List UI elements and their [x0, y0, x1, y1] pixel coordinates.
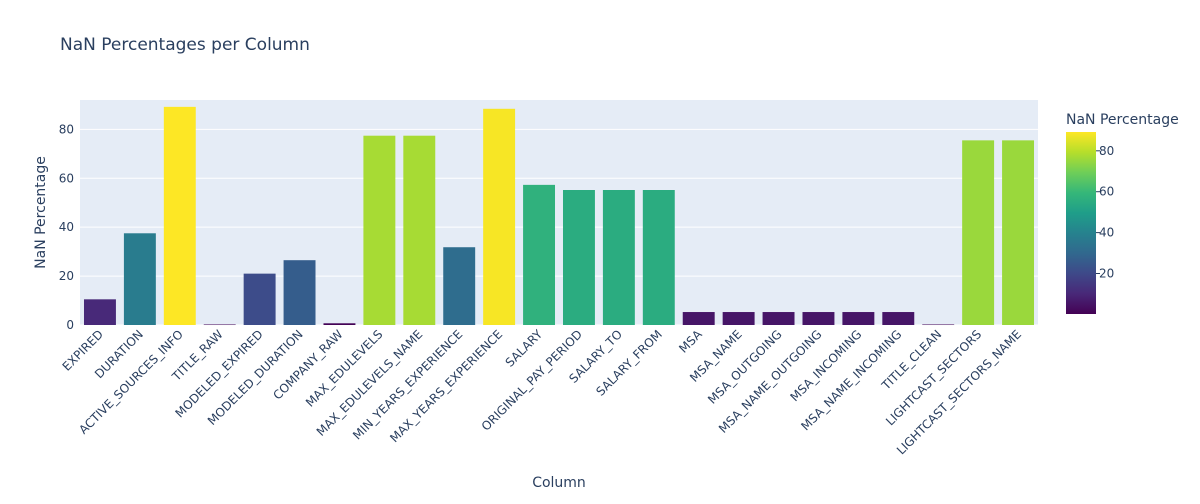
bar	[1002, 140, 1035, 325]
bar	[443, 247, 476, 325]
y-axis-title: NaN Percentage	[33, 156, 49, 269]
x-tick-label: MSA_OUTGOING	[705, 327, 785, 407]
colorbar-title: NaN Percentage	[1066, 112, 1179, 128]
colorbar-ticks: 20 40 60 80	[1096, 144, 1114, 281]
bar	[363, 135, 396, 325]
colorbar-tick-label: 20	[1099, 267, 1114, 281]
y-axis-ticks: 0 20 40 60 80	[59, 122, 74, 332]
x-tick-label: MSA_INCOMING	[787, 327, 864, 404]
bar	[83, 299, 116, 325]
bar	[762, 312, 795, 325]
bars	[83, 106, 1035, 326]
bar	[842, 312, 875, 325]
bar	[802, 312, 835, 325]
x-tick-label: COMPANY_RAW	[270, 327, 345, 402]
y-tick-label: 20	[59, 269, 74, 283]
colorbar-tick-label: 80	[1099, 144, 1114, 158]
bar	[922, 324, 955, 326]
bar	[163, 106, 196, 325]
gridlines	[80, 128, 1038, 326]
y-tick-label: 80	[59, 122, 74, 136]
bar	[323, 323, 356, 325]
bar	[562, 190, 595, 325]
bar	[523, 184, 556, 325]
bar	[962, 140, 995, 325]
colorbar-gradient	[1066, 132, 1096, 314]
colorbar: NaN Percentage 20 40 60 80	[1066, 112, 1179, 314]
y-tick-label: 0	[66, 318, 74, 332]
bar	[203, 324, 236, 326]
y-tick-label: 40	[59, 220, 74, 234]
bar	[882, 312, 915, 325]
chart-title: NaN Percentages per Column	[60, 35, 310, 55]
bar	[123, 233, 156, 325]
bar	[722, 312, 755, 325]
bar	[682, 312, 715, 325]
x-axis-title: Column	[532, 475, 586, 491]
colorbar-tick-label: 60	[1099, 185, 1114, 199]
bar	[642, 190, 675, 325]
bar	[602, 190, 635, 325]
colorbar-tick-label: 40	[1099, 226, 1114, 240]
bar	[403, 135, 436, 325]
plot-area	[80, 100, 1038, 325]
x-tick-label: MSA	[676, 327, 705, 356]
x-axis-ticks: EXPIREDDURATIONACTIVE_SOURCES_INFOTITLE_…	[60, 327, 1025, 458]
bar	[243, 273, 276, 325]
bar	[283, 260, 316, 325]
y-tick-label: 60	[59, 171, 74, 185]
bar	[483, 108, 516, 325]
